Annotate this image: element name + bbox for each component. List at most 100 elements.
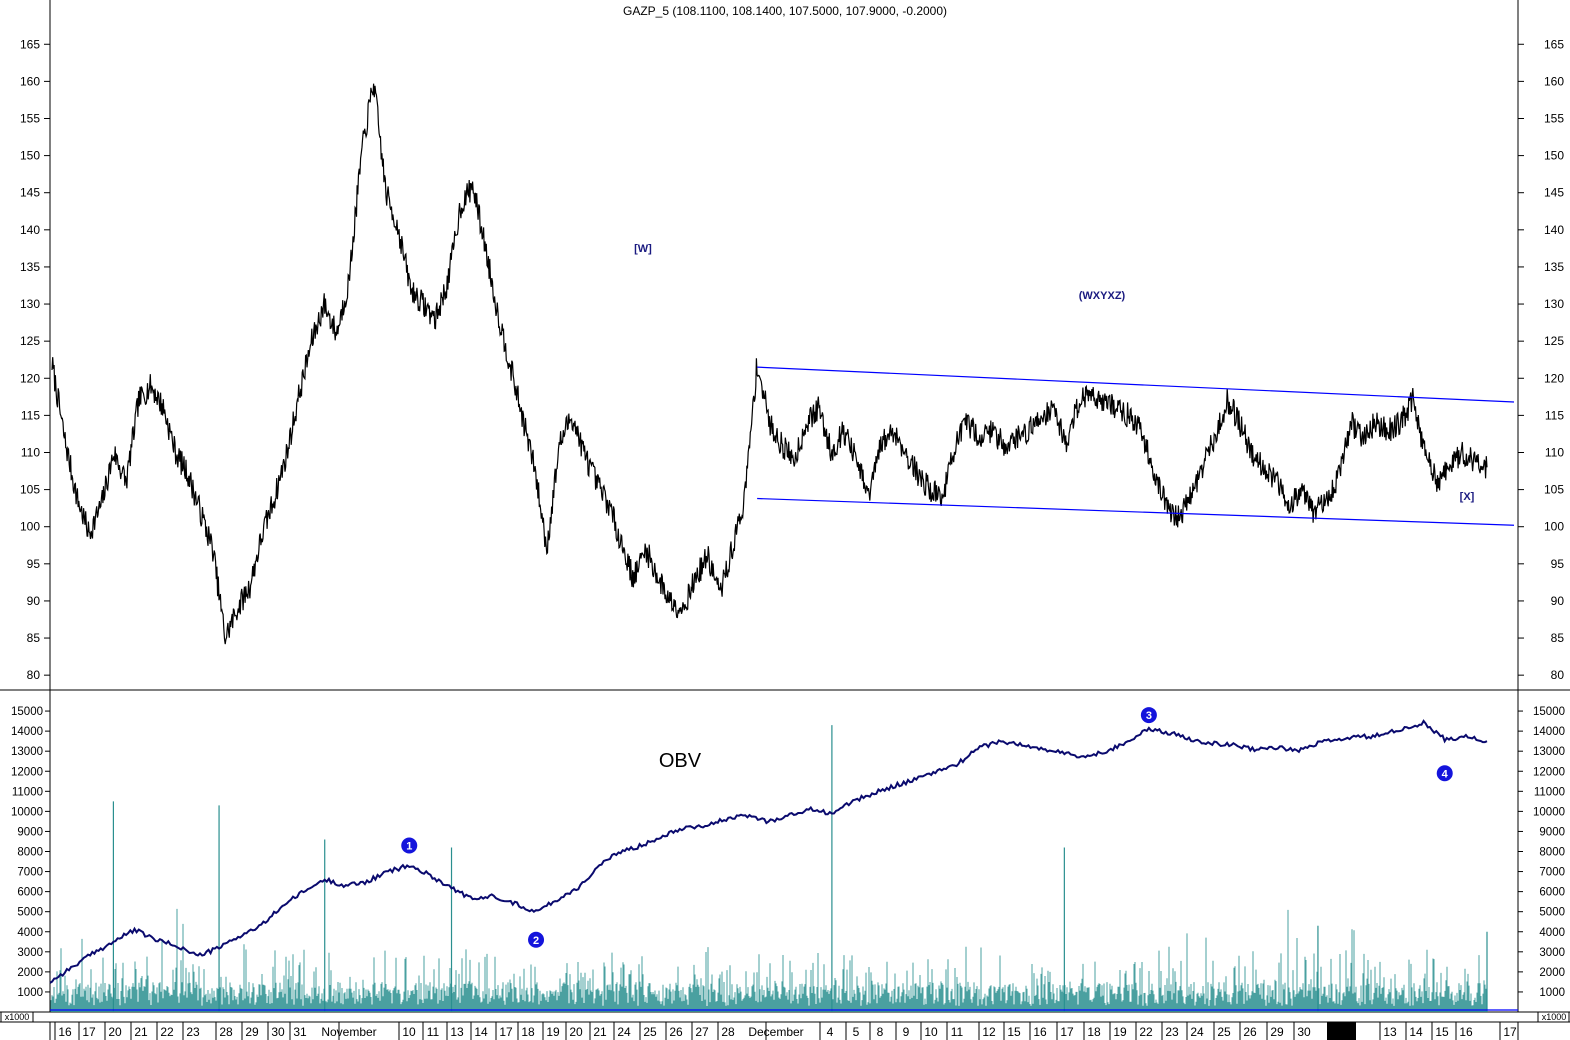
x-tick-label: 17: [1503, 1025, 1517, 1039]
wave-markers: 1 2 3 4: [401, 707, 1453, 948]
price-tick-label-left: 115: [21, 408, 40, 422]
obv-tick-label-right: 1000: [1539, 987, 1565, 999]
channel-trendlines: [757, 366, 1515, 526]
price-tick-label-left: 150: [20, 149, 40, 163]
obv-tick-label-right: 7000: [1539, 867, 1565, 879]
price-tick-label-left: 90: [27, 594, 41, 608]
x-tick-label: 20: [569, 1025, 583, 1039]
x-tick-label: 16: [1459, 1025, 1473, 1039]
marker-label-1: 1: [406, 840, 412, 852]
obv-tick-label-left: 3000: [17, 947, 43, 959]
obv-tick-label-left: 1000: [17, 987, 43, 999]
price-tick-label-right: 140: [1544, 223, 1564, 237]
price-series: [51, 83, 1488, 645]
obv-tick-label-left: 4000: [17, 927, 43, 939]
x-tick-label: 18: [1087, 1025, 1101, 1039]
price-tick-label-right: 80: [1551, 668, 1565, 682]
x-tick-label: 11: [951, 1025, 964, 1039]
price-tick-label-right: 100: [1544, 520, 1564, 534]
lower-trendline: [757, 497, 1515, 526]
x-tick-label: 30: [1297, 1025, 1311, 1039]
x-tick-label: 13: [450, 1025, 464, 1039]
obv-tick-label-right: 11000: [1534, 786, 1565, 798]
price-tick-label-left: 160: [20, 74, 40, 88]
obv-tick-label-left: 2000: [17, 967, 43, 979]
price-tick-label-right: 110: [1545, 445, 1564, 459]
x-tick-label: 22: [1139, 1025, 1153, 1039]
price-tick-label-left: 120: [20, 371, 40, 385]
x-tick-label: 17: [499, 1025, 513, 1039]
obv-line: [49, 719, 1488, 984]
obv-tick-label-left: 10000: [11, 806, 43, 818]
obv-tick-label-right: 3000: [1539, 947, 1565, 959]
upper-trendline: [757, 366, 1515, 403]
x-tick-label: 10: [402, 1025, 416, 1039]
price-tick-label-left: 135: [20, 260, 40, 274]
volume-histogram: [50, 725, 1518, 1012]
time-scroll-band: [0, 1012, 1570, 1022]
x-tick-label: 19: [546, 1025, 560, 1039]
obv-tick-label-right: 4000: [1539, 927, 1565, 939]
x-tick-label: 24: [617, 1025, 631, 1039]
x-tick-label: 17: [1060, 1025, 1074, 1039]
price-tick-label-left: 155: [20, 111, 40, 125]
x-tick-label: 13: [1383, 1025, 1397, 1039]
obv-tick-label-right: 12000: [1533, 766, 1565, 778]
x-tick-label: 23: [1165, 1025, 1179, 1039]
price-tick-label-right: 150: [1544, 149, 1564, 163]
marker-label-2: 2: [533, 935, 539, 947]
x-tick-label: 31: [293, 1025, 307, 1039]
obv-tick-label-left: 7000: [17, 867, 43, 879]
price-tick-label-left: 85: [27, 631, 41, 645]
x-tick-label: 23: [186, 1025, 200, 1039]
x-tick-label: 21: [593, 1025, 607, 1039]
price-tick-label-left: 110: [21, 445, 40, 459]
price-y-axis: 80 80 85 85 90 90 95 95 100 100 105 105 110 110 115 115…: [20, 37, 1564, 682]
x-tick-label: 16: [58, 1025, 72, 1039]
x-tick-label: 15: [1435, 1025, 1449, 1039]
marker-circle-1: [401, 837, 418, 854]
x-tick-label: 25: [643, 1025, 657, 1039]
obv-tick-label-right: 5000: [1539, 907, 1565, 919]
x-tick-label: 16: [1033, 1025, 1047, 1039]
x-tick-label: November: [321, 1025, 376, 1039]
price-tick-label-right: 155: [1544, 111, 1564, 125]
price-tick-label-left: 105: [20, 483, 40, 497]
x-tick-label: 14: [1409, 1025, 1423, 1039]
obv-y-axis: 1000 1000 2000 2000 3000 3000 4000 4000 5000 5000…: [11, 706, 1565, 999]
marker-label-4: 4: [1442, 768, 1449, 780]
price-tick-label-right: 130: [1544, 297, 1564, 311]
x-tick-label: 12: [982, 1025, 996, 1039]
price-tick-label-left: 100: [20, 520, 40, 534]
x-tick-label: 10: [924, 1025, 938, 1039]
price-chart-title: GAZP_5 (108.1100, 108.1400, 107.5000, 10…: [623, 4, 947, 18]
price-tick-label-left: 145: [20, 186, 40, 200]
unit-box-left: [0, 1011, 34, 1023]
obv-tick-label-left: 9000: [17, 826, 43, 838]
x-axis-highlight-block: [1327, 1022, 1356, 1040]
x-tick-label: 28: [721, 1025, 735, 1039]
x-tick-label: 30: [271, 1025, 285, 1039]
marker-circle-3: [1140, 707, 1157, 724]
marker-label-3: 3: [1146, 710, 1152, 722]
x-tick-label: 4: [827, 1025, 834, 1039]
obv-tick-label-right: 9000: [1539, 826, 1565, 838]
obv-series: [49, 719, 1488, 984]
obv-tick-label-left: 11000: [12, 786, 43, 798]
x-tick-label: 21: [134, 1025, 148, 1039]
price-tick-label-right: 135: [1544, 260, 1564, 274]
obv-tick-label-left: 8000: [17, 847, 43, 859]
x-tick-label: 14: [474, 1025, 488, 1039]
x-tick-label: 26: [669, 1025, 683, 1039]
x-tick-label: 9: [903, 1025, 910, 1039]
marker-circle-4: [1436, 765, 1453, 782]
price-tick-label-right: 125: [1544, 334, 1564, 348]
obv-tick-label-right: 13000: [1533, 746, 1565, 758]
unit-box-right: [1537, 1011, 1570, 1023]
time-x-axis: 16 17 20 21 22 23 28 29 30 31 November 10 11 13 14 17 18…: [54, 1022, 1517, 1040]
x-tick-label: 28: [219, 1025, 233, 1039]
annotation-wxyxz: (WXYXZ): [1079, 290, 1126, 302]
obv-unit-label-left: x1000: [5, 1012, 30, 1022]
price-tick-label-left: 125: [20, 334, 40, 348]
